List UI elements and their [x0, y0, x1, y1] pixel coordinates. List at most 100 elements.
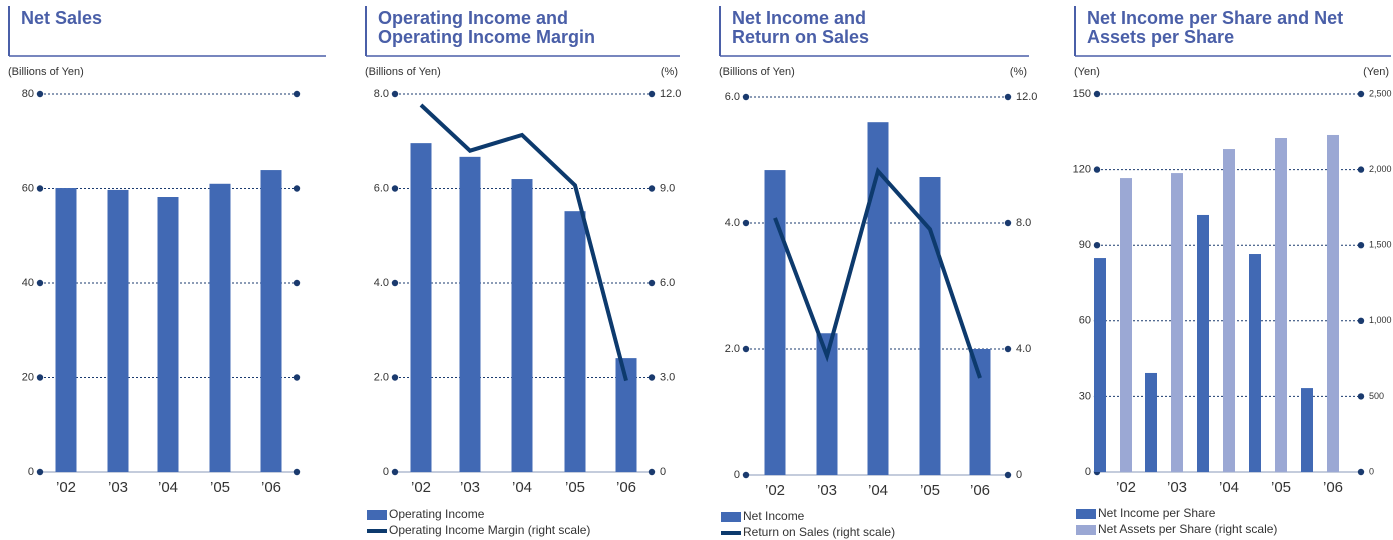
tick-dot	[391, 90, 399, 98]
x-tick-label: ’03	[1167, 479, 1187, 496]
bar	[919, 177, 941, 475]
y2-tick-label: 9.0	[660, 182, 675, 194]
y2-tick-label: 1,000	[1369, 315, 1392, 325]
bar	[1145, 372, 1157, 472]
bar	[1301, 388, 1313, 472]
tick-dot	[293, 279, 301, 287]
tick-dot	[742, 93, 750, 101]
y-axis-label: (Billions of Yen)	[8, 66, 84, 78]
legend-swatch	[367, 529, 387, 533]
tick-dot	[1357, 242, 1365, 249]
x-tick-label: ’03	[108, 479, 128, 496]
y-axis-label: (Yen)	[1074, 66, 1100, 78]
bar	[1223, 149, 1235, 472]
tick-dot	[391, 468, 399, 476]
legend-swatch	[1076, 525, 1096, 535]
tick-dot	[293, 185, 301, 192]
x-tick-label: ’06	[261, 479, 281, 496]
tick-dot	[1357, 90, 1365, 98]
chart-title: Net Income and Return on Sales	[732, 8, 870, 47]
y-tick-label: 6.0	[374, 182, 389, 194]
y-tick-label: 0	[734, 469, 740, 481]
bar	[209, 183, 231, 472]
y-tick-label: 150	[1073, 88, 1091, 100]
line	[773, 166, 982, 379]
y-tick-label: 30	[1079, 390, 1091, 402]
tick-dot	[293, 468, 301, 476]
bar	[1120, 178, 1132, 472]
bar	[410, 143, 432, 472]
y2-tick-label: 3.0	[660, 371, 675, 383]
y2-tick-label: 1,500	[1369, 240, 1392, 250]
tick-dot	[1004, 219, 1012, 227]
x-tick-label: ’06	[616, 479, 636, 496]
bar	[1197, 214, 1209, 472]
y2-axis-label: (Yen)	[1363, 66, 1389, 78]
legend-label: Net Income	[743, 509, 805, 523]
chart-title: Operating Income and Operating Income Ma…	[378, 8, 596, 47]
x-tick-label: ’02	[56, 479, 76, 496]
tick-dot	[293, 374, 301, 381]
y-tick-label: 120	[1073, 164, 1091, 176]
chart-title: Net Income per Share and Net Assets per …	[1087, 8, 1344, 47]
tick-dot	[1004, 93, 1012, 101]
y2-axis-label: (%)	[1010, 66, 1027, 78]
y-tick-label: 80	[22, 88, 34, 100]
y-tick-label: 90	[1079, 239, 1091, 251]
y-tick-label: 6.0	[725, 91, 740, 103]
bar	[1171, 173, 1183, 472]
y2-axis-label: (%)	[661, 66, 678, 78]
tick-dot	[648, 185, 656, 192]
tick-dot	[36, 279, 44, 287]
y-tick-label: 2.0	[725, 343, 740, 355]
x-tick-label: ’04	[1219, 479, 1239, 496]
x-tick-label: ’05	[920, 482, 940, 499]
tick-dot	[1093, 90, 1101, 98]
x-tick-label: ’05	[210, 479, 230, 496]
legend-label: Return on Sales (right scale)	[743, 525, 895, 539]
tick-dot	[36, 468, 44, 476]
y2-tick-label: 8.0	[1016, 217, 1031, 229]
bar	[157, 197, 179, 472]
y-tick-label: 4.0	[725, 217, 740, 229]
y2-tick-label: 0	[1369, 466, 1374, 476]
legend-swatch	[1076, 509, 1096, 519]
tick-dot	[648, 468, 656, 476]
tick-dot	[36, 90, 44, 98]
x-tick-label: ’03	[817, 482, 837, 499]
bar	[55, 188, 77, 472]
y-tick-label: 8.0	[374, 88, 389, 100]
y-tick-label: 20	[22, 371, 34, 383]
y2-tick-label: 12.0	[1016, 91, 1037, 103]
x-tick-label: ’06	[970, 482, 990, 499]
bar	[511, 179, 533, 473]
x-tick-label: ’03	[460, 479, 480, 496]
tick-dot	[1357, 468, 1365, 476]
legend-label: Operating Income	[389, 507, 485, 521]
y2-tick-label: 0	[1016, 469, 1022, 481]
tick-dot	[391, 279, 399, 287]
legend-swatch	[721, 512, 741, 522]
y-tick-label: 0	[1085, 466, 1091, 478]
y2-tick-label: 4.0	[1016, 343, 1031, 355]
y-tick-label: 4.0	[374, 277, 389, 289]
y2-tick-label: 2,000	[1369, 164, 1392, 174]
tick-dot	[1357, 317, 1365, 324]
y2-tick-label: 0	[660, 466, 666, 478]
bar	[1094, 258, 1106, 472]
y2-tick-label: 12.0	[660, 88, 681, 100]
bar	[459, 156, 481, 472]
legend-swatch	[721, 531, 741, 535]
y2-tick-label: 2,500	[1369, 88, 1392, 98]
tick-dot	[742, 345, 750, 353]
y-axis-label: (Billions of Yen)	[365, 66, 441, 78]
bar	[764, 170, 786, 475]
x-tick-label: ’06	[1323, 479, 1343, 496]
legend-label: Net Income per Share	[1098, 506, 1216, 520]
y-tick-label: 0	[28, 466, 34, 478]
x-tick-label: ’04	[158, 479, 178, 496]
x-tick-label: ’02	[1116, 479, 1136, 496]
tick-dot	[742, 219, 750, 227]
legend-swatch	[367, 510, 387, 520]
